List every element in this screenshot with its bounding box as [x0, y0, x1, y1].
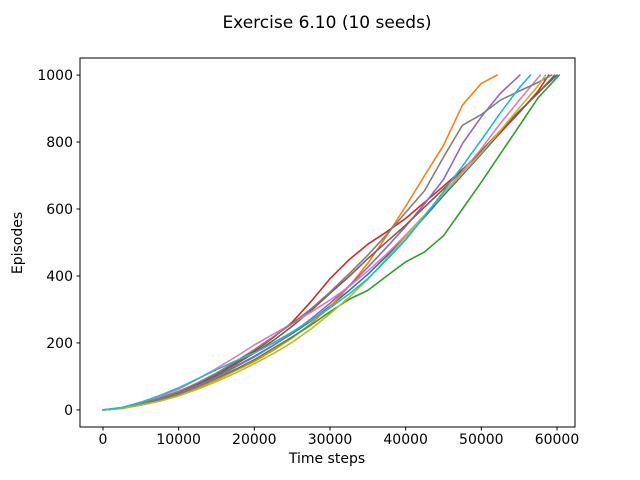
series-line-seed-1-blue [102, 74, 558, 411]
chart-title: Exercise 6.10 (10 seeds) [222, 13, 431, 33]
y-tick-label: 600 [46, 202, 73, 218]
x-axis-ticks: 0 10000 20000 30000 40000 50000 60000 [99, 427, 580, 448]
plot-area-border [79, 57, 576, 428]
x-tick-label: 50000 [459, 432, 504, 448]
series-line-seed-2-orange [102, 74, 499, 411]
series-line-seed-6-brown [102, 74, 556, 411]
x-tick-label: 20000 [232, 432, 277, 448]
y-axis-ticks: 0 200 400 600 800 1000 [37, 68, 80, 419]
x-tick-label: 60000 [535, 432, 580, 448]
x-axis-label: Time steps [288, 451, 365, 467]
y-tick-label: 200 [46, 336, 73, 352]
series-lines [102, 74, 561, 411]
series-line-seed-4-red [102, 74, 550, 411]
y-axis-label: Episodes [10, 212, 26, 274]
y-tick-label: 400 [46, 269, 73, 285]
y-tick-label: 800 [46, 135, 73, 151]
y-tick-label: 0 [64, 403, 73, 419]
y-tick-label: 1000 [37, 68, 73, 84]
series-line-seed-10-cyan [102, 74, 532, 411]
x-tick-label: 0 [99, 432, 108, 448]
x-tick-label: 30000 [308, 432, 353, 448]
x-tick-label: 10000 [156, 432, 201, 448]
x-tick-label: 40000 [383, 432, 428, 448]
series-line-seed-5-purple [102, 74, 521, 411]
series-line-seed-8-gray [102, 74, 553, 411]
series-line-seed-9-olive [102, 74, 547, 411]
series-line-seed-7-pink [102, 74, 542, 411]
